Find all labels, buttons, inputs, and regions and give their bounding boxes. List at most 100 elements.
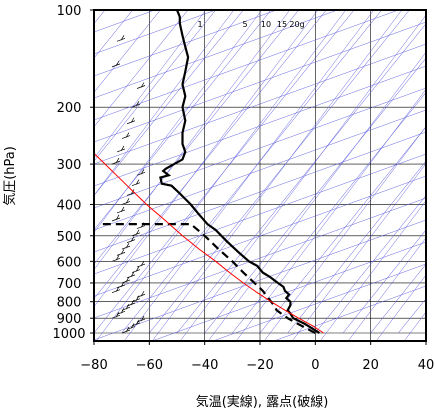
isotherm-line: [149, 10, 410, 334]
x-tick-label: −80: [80, 358, 107, 373]
adiabat-line: [291, 163, 426, 341]
wind-barb: [136, 260, 146, 268]
wind-barb: [121, 242, 131, 250]
sounding-series: [94, 10, 324, 334]
isotherm-line: [425, 332, 426, 333]
isotherm-line: [176, 23, 426, 334]
moist-adiabat-line: [94, 10, 399, 121]
wind-barb: [126, 236, 136, 243]
adiabat-line: [263, 126, 426, 341]
wind-barb: [116, 308, 126, 315]
y-tick-label: 300: [57, 158, 82, 173]
isotherm-line: [94, 10, 327, 300]
isotherm-line: [370, 263, 426, 334]
isotherm-line: [287, 160, 426, 334]
wind-barb: [121, 304, 131, 311]
moist-adiabat-line: [94, 87, 426, 209]
adiabat-line: [207, 51, 426, 341]
wind-barb: [126, 271, 136, 279]
isotherm-line: [94, 10, 299, 265]
wind-barb: [131, 266, 141, 273]
adiabat-line: [94, 10, 319, 308]
wind-barb: [131, 101, 141, 108]
adiabat-line: [347, 237, 426, 341]
moist-adiabat-line: [94, 10, 95, 11]
moist-adiabat-line: [94, 43, 426, 165]
moist-adiabat-line: [94, 21, 426, 143]
isotherm-line: [94, 10, 189, 128]
adiabat-line: [179, 14, 426, 341]
wind-barb: [131, 319, 141, 327]
moist-adiabat-line: [273, 285, 426, 341]
wind-barb: [136, 82, 146, 89]
y-tick-label: 600: [57, 255, 82, 270]
moist-adiabat-line: [94, 65, 426, 187]
mixing-ratio-label: 15: [277, 20, 287, 29]
isotherm-line: [315, 195, 426, 334]
y-tick-label: 900: [57, 312, 82, 327]
y-tick-label: 500: [57, 230, 82, 245]
y-tick-label: 700: [57, 277, 82, 292]
y-tick-label: 100: [57, 4, 82, 19]
isotherm-line: [232, 92, 426, 334]
adiabat-line: [94, 10, 207, 159]
wind-barb: [131, 179, 141, 187]
wind-barb: [111, 157, 121, 165]
moist-adiabat-line: [94, 10, 217, 55]
adiabat-line: [94, 10, 235, 196]
mixing-ratio-label: 1: [197, 20, 202, 29]
wind-barb: [126, 189, 136, 196]
x-tick-label: −20: [246, 358, 273, 373]
y-tick-label: 800: [57, 296, 82, 311]
y-tick-label: 200: [57, 101, 82, 116]
moist-adiabat-line: [94, 131, 426, 253]
adiabat-line: [430, 0, 435, 381]
wind-barb: [111, 312, 121, 319]
isotherm-line: [259, 126, 426, 334]
wind-barb: [111, 255, 121, 262]
dewpoint-line: [99, 223, 316, 334]
isotherm-line: [94, 10, 272, 231]
wind-barb: [131, 229, 141, 237]
wind-barb: [116, 206, 126, 214]
moist-adiabat-line: [94, 10, 339, 99]
isotherm-line: [398, 298, 426, 334]
x-axis-ticks: −80 −60 −40 −20 0 20 40: [80, 341, 434, 373]
moist-adiabat-line: [94, 109, 426, 231]
wind-barb: [121, 132, 131, 139]
isotherm-line: [342, 229, 426, 334]
adiabat-line: [375, 274, 426, 341]
wind-barb: [126, 117, 136, 125]
adiabat-line: [95, 10, 347, 341]
wind-barb: [136, 315, 146, 323]
isotherm-line: [121, 10, 382, 334]
mixing-ratio-labels: 1 5 10 15 20g: [197, 20, 304, 29]
adiabat-line: [94, 10, 263, 233]
moist-adiabat-line: [94, 153, 426, 275]
isotherm-line: [94, 10, 216, 162]
temperature-line: [159, 10, 321, 334]
moist-adiabat-line: [94, 10, 278, 77]
wind-barb: [116, 145, 126, 153]
wind-barb: [121, 198, 131, 205]
y-axis-label: 気圧(hPa): [2, 146, 18, 206]
wind-barb: [136, 291, 146, 298]
mixing-ratio-label: 10: [261, 20, 271, 29]
isotherm-line: [94, 10, 244, 196]
wind-barb: [116, 35, 126, 42]
wind-barb: [111, 214, 121, 222]
adiabat-line: [123, 10, 375, 341]
moist-adiabat-line: [94, 175, 426, 297]
x-tick-label: 40: [418, 358, 435, 373]
x-tick-label: −60: [136, 358, 163, 373]
isotherm-line: [204, 57, 426, 334]
adiabat-line: [402, 0, 435, 381]
x-tick-label: 20: [362, 358, 379, 373]
parcel-line: [94, 153, 324, 334]
y-tick-label: 1000: [52, 327, 85, 342]
mixing-ratio-label: 20g: [289, 20, 304, 29]
wind-barbs: [111, 10, 146, 334]
wind-barb: [136, 169, 146, 176]
